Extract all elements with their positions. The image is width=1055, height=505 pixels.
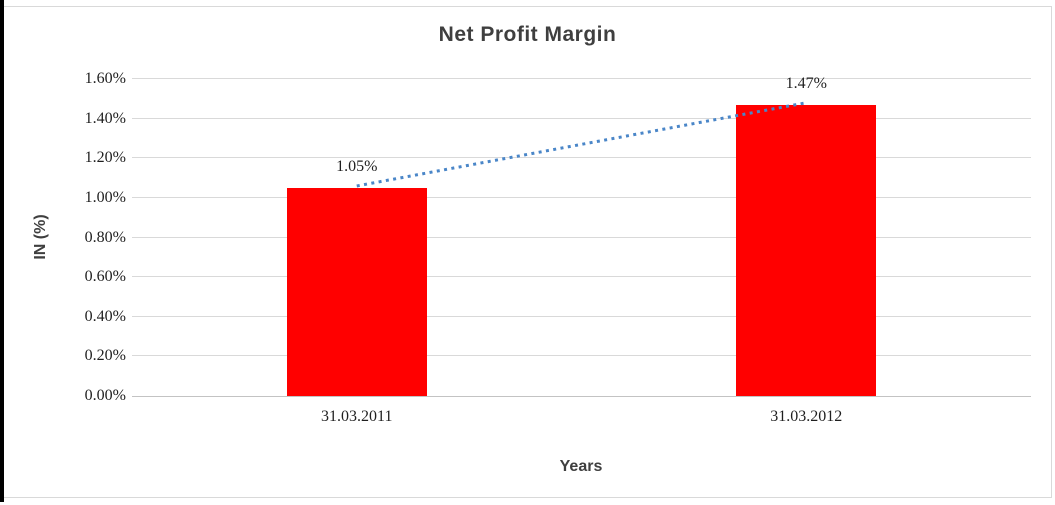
gridline bbox=[132, 78, 1031, 79]
x-tick-label: 31.03.2011 bbox=[321, 408, 393, 425]
x-axis-title: Years bbox=[559, 458, 603, 475]
y-tick-label: 0.60% bbox=[84, 268, 126, 286]
window-left-edge bbox=[0, 0, 4, 502]
y-tick-label: 0.20% bbox=[84, 347, 126, 365]
y-tick-label: 1.20% bbox=[84, 149, 126, 167]
data-label: 1.05% bbox=[336, 157, 378, 175]
gridline bbox=[132, 196, 1031, 198]
bar-31.03.2012 bbox=[736, 104, 877, 396]
plot-area: 1.05% 31.03.2011 1.47% 31.03.2012 bbox=[132, 75, 1031, 425]
x-axis-line bbox=[132, 396, 1031, 397]
y-tick-label: 0.80% bbox=[84, 228, 126, 246]
data-label: 1.47% bbox=[785, 74, 827, 92]
y-tick-label: 1.60% bbox=[84, 70, 126, 87]
chart-title: Net Profit Margin bbox=[438, 23, 617, 46]
y-tick-label: 1.00% bbox=[84, 188, 126, 206]
gridline bbox=[132, 276, 1031, 278]
y-tick-label: 1.40% bbox=[84, 109, 126, 127]
trendline bbox=[356, 101, 807, 188]
y-axis-tick-labels: 0.00% 0.20% 0.40% 0.60% 0.80% 1.00% 1.20% 1.40%… bbox=[0, 70, 126, 404]
y-tick-label: 0.00% bbox=[84, 387, 126, 404]
gridline bbox=[132, 157, 1031, 159]
x-tick-label: 31.03.2012 bbox=[770, 408, 843, 425]
gridline bbox=[132, 236, 1031, 238]
gridline bbox=[132, 315, 1031, 317]
y-tick-label: 0.40% bbox=[84, 307, 126, 325]
bar-31.03.2011 bbox=[286, 187, 427, 396]
gridline bbox=[132, 117, 1031, 119]
gridline bbox=[132, 355, 1031, 357]
